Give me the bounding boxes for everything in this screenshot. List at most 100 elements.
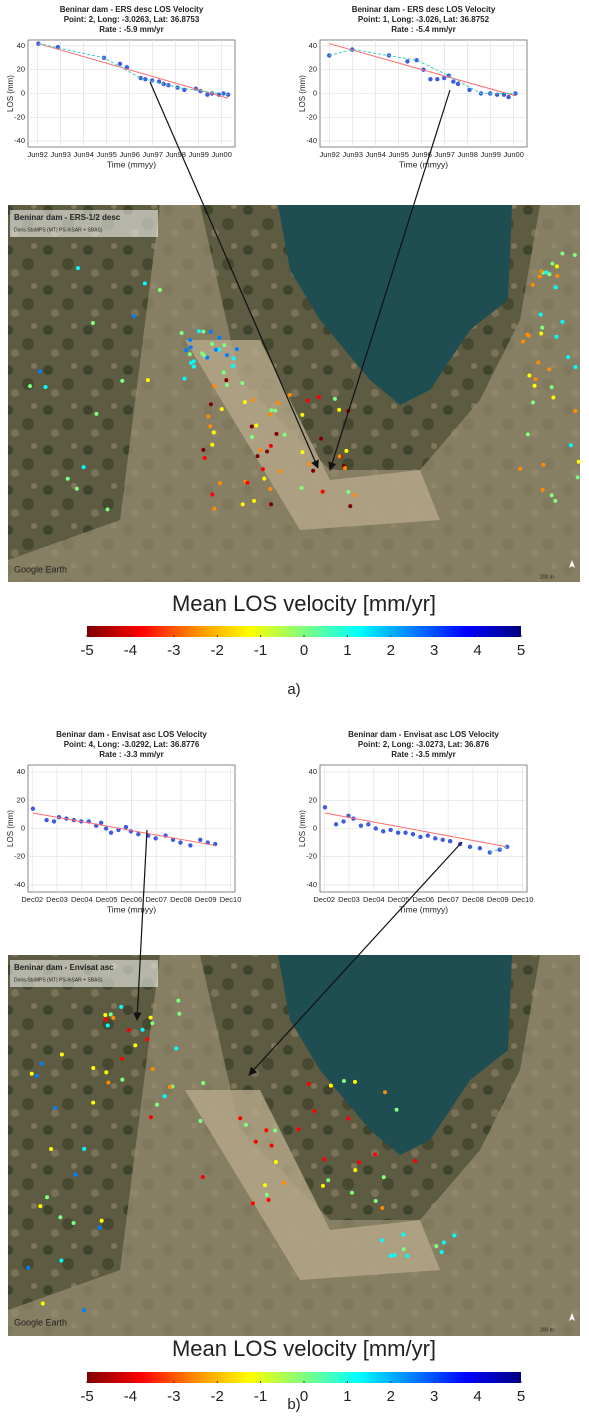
ps-point — [217, 335, 222, 340]
chart-subtitle: Point: 2, Long: -3.0263, Lat: 36.8753 — [64, 15, 200, 24]
ps-points — [26, 251, 581, 1313]
ps-point — [576, 459, 581, 464]
ps-point — [59, 1052, 64, 1057]
ps-point — [120, 1077, 125, 1082]
map-subtitle: Doris-StaMPS (MT) PS-InSAR + SBAS) — [14, 977, 103, 983]
ps-point — [82, 1146, 87, 1151]
x-tick-label: Dec06 — [121, 895, 143, 904]
ps-point — [119, 1004, 124, 1009]
x-tick-label: Dec04 — [363, 895, 385, 904]
colorbar-tick-label: 4 — [473, 1388, 481, 1405]
ps-point — [269, 408, 274, 413]
x-tick-label: Jun95 — [388, 150, 408, 159]
data-point — [442, 75, 447, 81]
ps-point — [346, 1116, 351, 1121]
ps-point — [551, 395, 556, 400]
data-point — [388, 827, 393, 833]
x-tick-label: Jun96 — [411, 150, 431, 159]
colorbar-tick-label: 0 — [300, 642, 308, 659]
ps-point — [74, 486, 79, 491]
ps-point — [188, 338, 193, 343]
ps-point — [202, 456, 207, 461]
ps-point — [65, 476, 70, 481]
x-tick-label: Jun94 — [73, 150, 93, 159]
ps-point — [29, 1071, 34, 1076]
ps-point — [145, 378, 150, 383]
fit-line — [489, 846, 508, 853]
ps-point — [306, 462, 311, 467]
ps-point — [343, 466, 348, 471]
map-credit: Google Earth — [14, 1317, 67, 1327]
ps-point — [91, 1100, 96, 1105]
ps-point — [275, 400, 280, 405]
y-tick-label: -40 — [306, 880, 317, 889]
ps-point — [176, 998, 181, 1003]
ps-point — [262, 1183, 267, 1188]
x-tick-label: Jun93 — [342, 150, 362, 159]
satellite-map: Beninar dam - ERS-1/2 desc Doris-StaMPS … — [8, 205, 580, 582]
data-point — [381, 829, 386, 834]
x-tick-label: Dec03 — [46, 895, 68, 904]
ps-point — [441, 1240, 446, 1245]
y-axis-label: LOS (mm) — [6, 75, 15, 112]
y-tick-label: -40 — [14, 136, 25, 145]
ps-point — [547, 272, 552, 277]
y-axis-label: LOS (mm) — [298, 75, 307, 112]
ps-point — [568, 443, 573, 448]
ps-point — [530, 400, 535, 405]
ps-point — [49, 1147, 54, 1152]
ps-point — [316, 395, 321, 400]
ps-point — [277, 469, 282, 474]
ps-point — [238, 1116, 243, 1121]
x-tick-label: Dec02 — [313, 895, 335, 904]
ps-point — [250, 1201, 255, 1206]
data-point — [410, 831, 416, 837]
ps-point — [566, 355, 571, 360]
x-tick-label: Dec04 — [71, 895, 93, 904]
ps-point — [518, 466, 523, 471]
ps-point — [349, 1190, 354, 1195]
ps-point — [538, 312, 543, 317]
chart-rate: Rate : -3.5 mm/yr — [391, 750, 455, 759]
ps-point — [254, 423, 259, 428]
y-axis-label: LOS (mm) — [298, 810, 307, 847]
y-tick-label: 20 — [309, 65, 317, 74]
colorbar-tick-label: -1 — [254, 1388, 267, 1405]
data-point — [467, 844, 473, 850]
ps-point — [105, 507, 110, 512]
ps-point — [217, 347, 222, 352]
x-axis-label: Time (mmyy) — [107, 159, 156, 169]
ps-point — [94, 411, 99, 416]
ps-point — [133, 1043, 138, 1048]
data-point — [225, 92, 231, 97]
ps-point — [282, 1180, 287, 1185]
ps-point — [392, 1253, 397, 1258]
ps-point — [549, 493, 554, 498]
colorbar-tick-label: -2 — [211, 642, 224, 659]
data-point — [366, 822, 371, 827]
ps-point — [177, 1011, 182, 1016]
ps-point — [26, 1265, 31, 1270]
ps-point — [81, 1308, 86, 1313]
y-axis-label: LOS (mm) — [6, 810, 15, 847]
ps-point — [145, 1037, 150, 1042]
ps-point — [250, 397, 255, 402]
data-point — [433, 836, 438, 841]
ps-point — [105, 1023, 110, 1028]
ps-point — [103, 1017, 108, 1022]
ps-point — [265, 449, 270, 454]
ps-point — [273, 1128, 278, 1133]
chart-rate: Rate : -5.9 mm/yr — [99, 25, 163, 34]
x-tick-label: Dec08 — [462, 895, 484, 904]
ps-point — [379, 1238, 384, 1243]
ps-point — [208, 402, 213, 407]
dam-face — [185, 1090, 440, 1280]
ps-point — [560, 251, 565, 256]
data-point — [153, 836, 158, 841]
y-tick-label: -40 — [306, 136, 317, 145]
ps-point — [224, 382, 229, 387]
ps-point — [341, 1079, 346, 1084]
map-title: Beninar dam - Envisat asc — [14, 963, 114, 972]
data-point — [435, 77, 440, 82]
